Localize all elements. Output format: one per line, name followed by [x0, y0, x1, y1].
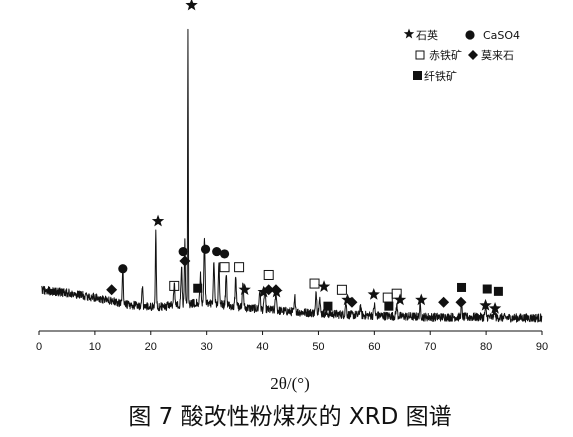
- marker-square-filled: [384, 301, 394, 311]
- marker-star: [317, 280, 331, 292]
- x-tick-label: 20: [145, 341, 157, 353]
- marker-square-filled: [323, 301, 333, 311]
- marker-circle: [118, 264, 128, 274]
- x-tick-label: 60: [368, 341, 380, 353]
- marker-diamond: [263, 284, 275, 296]
- marker-square-open: [234, 262, 245, 273]
- x-tick-label: 40: [256, 341, 268, 353]
- legend-label-hematite: 赤铁矿: [429, 49, 462, 62]
- marker-circle: [200, 244, 211, 254]
- x-tick-label: 30: [201, 341, 213, 353]
- marker-star: [415, 293, 428, 306]
- marker-circle: [178, 246, 188, 257]
- x-tick-label: 80: [480, 341, 492, 353]
- marker-circle: [212, 246, 222, 257]
- filled-square-icon: [413, 71, 422, 80]
- marker-square-open: [336, 284, 347, 295]
- marker-diamond: [438, 296, 450, 308]
- legend-label-caso4: CaSO4: [483, 29, 520, 42]
- marker-diamond: [270, 284, 282, 296]
- marker-star: [185, 0, 198, 11]
- star-icon: [403, 28, 415, 39]
- legend-item-mullite: 莫来石: [468, 49, 514, 62]
- marker-diamond: [455, 296, 467, 308]
- x-tick-label: 10: [89, 341, 101, 353]
- marker-square-open: [391, 288, 402, 299]
- marker-star: [151, 214, 165, 227]
- marker-circle: [219, 249, 230, 259]
- open-square-icon: [415, 50, 425, 60]
- marker-diamond: [346, 296, 358, 308]
- x-axis-title: 2θ/(°): [270, 374, 310, 393]
- legend: 石英 CaSO4 赤铁矿 莫来石 纤铁矿: [403, 28, 520, 83]
- legend-label-mullite: 莫来石: [481, 49, 514, 62]
- marker-square-filled: [493, 286, 503, 296]
- circle-icon: [465, 30, 475, 40]
- x-tick-label: 70: [424, 341, 436, 353]
- marker-square-open: [263, 269, 274, 280]
- marker-diamond: [106, 284, 118, 296]
- x-axis-ticks: 0 10 20 30 40 50 60 70 80 90: [36, 331, 548, 353]
- diamond-icon: [468, 50, 478, 60]
- marker-diamond: [179, 255, 191, 267]
- figure-caption: 图 7 酸改性粉煤灰的 XRD 图谱: [128, 404, 451, 430]
- marker-square-open: [382, 292, 393, 303]
- marker-square-open: [309, 278, 320, 289]
- legend-item-lepidocrocite: 纤铁矿: [413, 70, 457, 83]
- x-tick-label: 90: [536, 341, 548, 353]
- marker-square-filled: [457, 282, 467, 292]
- marker-square-open: [169, 280, 180, 291]
- marker-star: [367, 287, 380, 300]
- legend-item-hematite: 赤铁矿: [415, 49, 462, 62]
- marker-star: [341, 293, 354, 306]
- marker-square-filled: [482, 284, 492, 294]
- legend-label-lepidocrocite: 纤铁矿: [424, 70, 457, 83]
- marker-star: [257, 285, 270, 298]
- marker-star: [488, 302, 502, 314]
- marker-star: [479, 298, 492, 311]
- plot-area: [41, 0, 543, 323]
- legend-label-quartz: 石英: [416, 28, 438, 42]
- x-axis: 0 10 20 30 40 50 60 70 80 90 2θ/(°): [36, 330, 548, 393]
- marker-star: [238, 283, 251, 296]
- xrd-pattern-line: [41, 28, 543, 323]
- x-tick-label: 50: [312, 341, 324, 353]
- legend-item-quartz: 石英: [403, 28, 438, 42]
- marker-square-filled: [193, 283, 203, 293]
- marker-star: [393, 293, 407, 306]
- phase-markers: [106, 0, 503, 314]
- marker-square-open: [219, 262, 230, 273]
- legend-item-caso4: CaSO4: [465, 29, 520, 42]
- x-tick-label: 0: [36, 341, 42, 353]
